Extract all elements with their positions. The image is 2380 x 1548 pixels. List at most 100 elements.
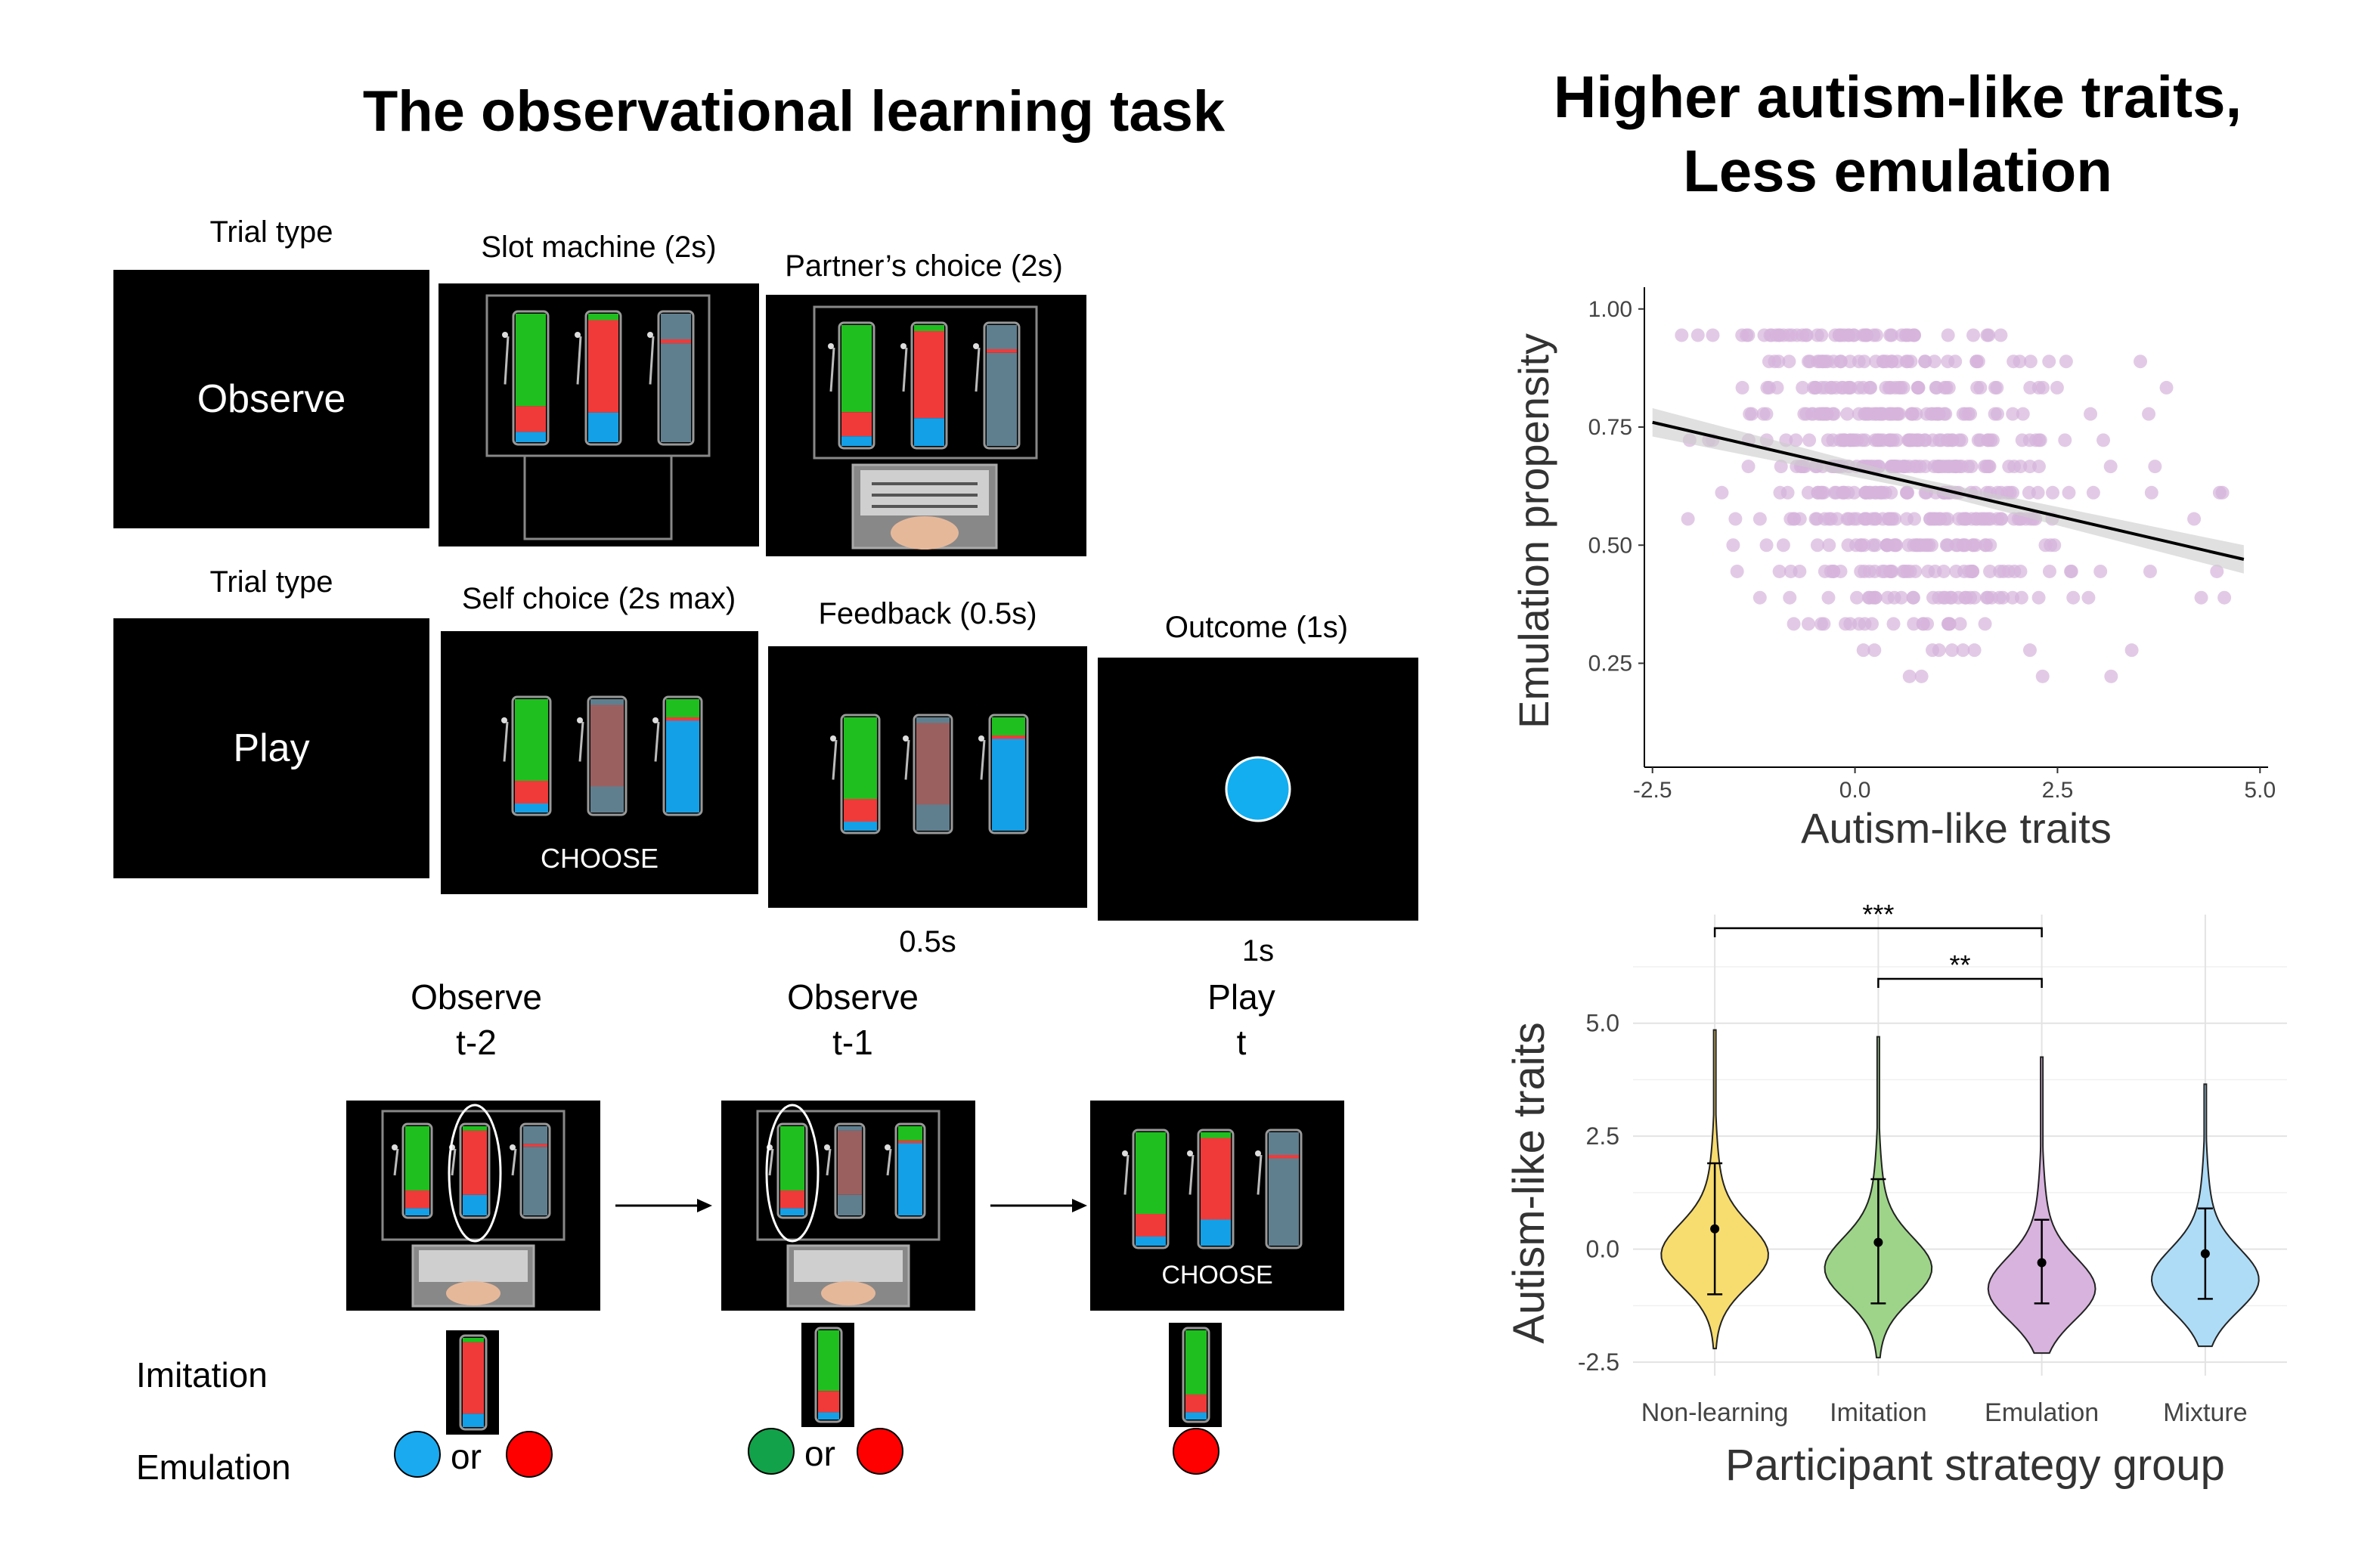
feedback-label: Feedback (0.5s) [818,597,1037,630]
scatter-point [1814,617,1828,631]
slot-machine-middle-icon [577,695,628,816]
mean-point [2200,1249,2210,1259]
scatter-point [1938,512,1952,526]
scatter-point [1911,380,1926,395]
scatter-point [1945,643,1959,658]
scatter-point [1774,460,1788,474]
scatter-point [1787,617,1801,631]
slot-machine-middle-icon [449,1122,491,1219]
scatter-point [2143,564,2157,578]
sequence-step3-label: Play t [1207,977,1275,1062]
scatter-point [2007,564,2022,578]
scatter-point [1867,643,1882,658]
scatter-point [2062,485,2076,500]
scatter-point [1914,669,1929,683]
scatter-point [1838,433,1852,447]
mean-point [1873,1237,1883,1247]
scatter-point [1833,354,1848,369]
sequence-graphic-1 [381,1104,566,1308]
scatter-point [2002,460,2016,474]
scatter-point [1939,380,1954,395]
slot-machine-middle-icon [903,714,953,834]
hand-icon [821,1281,875,1305]
scatter-point [1881,538,1895,553]
red-coin-icon [506,1431,553,1478]
scatter-points [1675,328,2232,683]
scatter-point [1885,328,1899,342]
choose-text-seq: CHOOSE [1161,1261,1273,1289]
slot-machine-left-icon [830,714,881,834]
scatter-point [1956,538,1970,553]
scatter-point [1988,380,2002,395]
scatter-point [2086,485,2100,500]
scatter-point [1806,380,1821,395]
scatter-point [2031,590,2046,605]
scatter-point [1822,538,1836,553]
y-tick-label: 2.5 [1586,1122,1619,1150]
imitation-machine-1 [446,1330,499,1435]
scatter-point [1821,590,1836,605]
y-axis-label: Emulation propensity [1510,333,1557,729]
scatter-point [2134,354,2148,369]
scatter-point [1907,460,1922,474]
slot-machine-right-icon [1255,1128,1303,1249]
scatter-point [2096,433,2111,447]
row2-trial-type-label: Trial type [209,565,333,599]
scatter-point [1715,485,1729,500]
scatter-point [1896,380,1911,395]
significance-bracket: *** [1713,899,2043,937]
outcome-label: Outcome (1s) [1164,611,1349,644]
scatter-point [1801,485,1815,500]
scatter-point [1759,538,1774,553]
self-choice-label: Self choice (2s max) [461,582,736,615]
x-tick-label: 2.5 [2042,778,2074,803]
scatter-point [1856,380,1870,395]
scatter-point [2194,590,2208,605]
outcome-time: 1s [1241,934,1275,968]
scatter-point [1756,407,1771,421]
scatter-point [1966,328,1981,342]
scatter-point [2013,460,2028,474]
scatter-point [2006,407,2020,421]
scatter-point [1868,538,1883,553]
scatter-point [1854,564,1868,578]
sequence-screen-1 [346,1101,600,1311]
or-text-1: or [451,1437,482,1476]
scatter-point [1926,643,1940,658]
emulation-options-3 [1173,1428,1219,1475]
emulation-label: Emulation [136,1447,291,1487]
scatter-point [1840,407,1855,421]
scatter-point [1827,564,1841,578]
scatter-point [1904,407,1919,421]
choose-text: CHOOSE [540,843,659,874]
scatter-point [1706,328,1720,342]
scatter-point [1936,564,1951,578]
scatter-point [1978,617,1992,631]
scatter-point [1973,380,1988,395]
scatter-point [1790,328,1804,342]
scatter-point [1994,512,2008,526]
scatter-point [1730,564,1744,578]
scatter-point [1857,354,1871,369]
scatter-point [1776,538,1790,553]
significance-bracket: ** [1877,949,2043,988]
scatter-point [2210,564,2224,578]
imitation-slot-icon [1182,1327,1210,1423]
outcome-graphic [1225,756,1291,822]
scatter-point [2022,643,2037,658]
slot-machine-label: Slot machine (2s) [481,231,717,264]
regression-line [1652,420,2245,561]
sequence-step1-label: Observe t-2 [411,977,542,1062]
scatter-point [1982,460,1996,474]
blue-coin-icon [394,1431,441,1478]
sequence-step2-label: Observe t-1 [787,977,919,1062]
scatter-point [2050,380,2064,395]
scatter-point [1855,433,1869,447]
observe-screen: Observe [113,270,429,528]
scatter-point [2148,460,2162,474]
scatter-point [2081,590,2096,605]
mean-point [1710,1224,1720,1234]
partner-choice-graphic [813,305,1038,550]
slot-machine-left-icon [1122,1128,1170,1249]
scatter-point [2059,354,2073,369]
